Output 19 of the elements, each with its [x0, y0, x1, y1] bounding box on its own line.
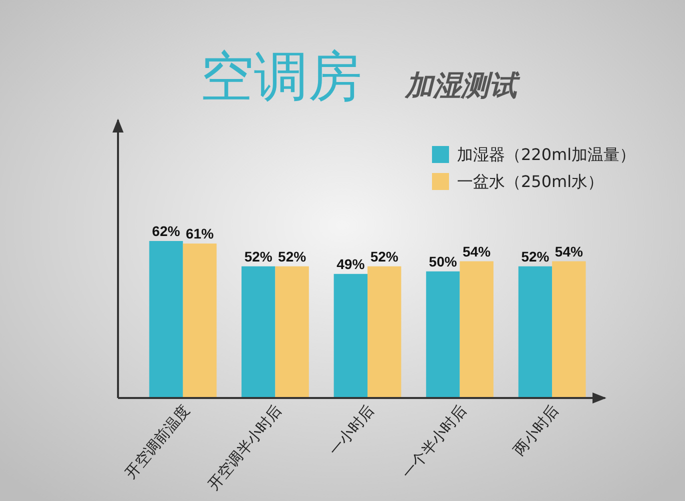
- chart-title: 空调房: [200, 45, 362, 108]
- data-label: 62%: [152, 223, 181, 239]
- x-tick-label: 开空调前温度: [121, 402, 194, 482]
- data-label: 52%: [244, 248, 273, 264]
- legend-label: 加湿器（220ml加温量）: [457, 145, 636, 164]
- data-label: 61%: [186, 226, 214, 242]
- data-label: 50%: [428, 253, 458, 270]
- data-label: 52%: [370, 248, 399, 264]
- x-tick-label: 开空调半小时后: [204, 402, 286, 494]
- data-label: 49%: [336, 256, 366, 272]
- chart-subtitle: 加湿测试: [404, 69, 521, 102]
- legend-label: 一盆水（250ml水）: [457, 172, 604, 191]
- x-tick-label: 一个半小时后: [398, 402, 470, 482]
- data-label: 54%: [554, 243, 584, 260]
- x-tick-label: 两小时后: [510, 402, 562, 460]
- x-tick-label: 一小时后: [325, 402, 378, 460]
- data-label: 52%: [521, 248, 550, 264]
- data-label: 52%: [278, 248, 307, 264]
- data-label: 54%: [462, 243, 492, 260]
